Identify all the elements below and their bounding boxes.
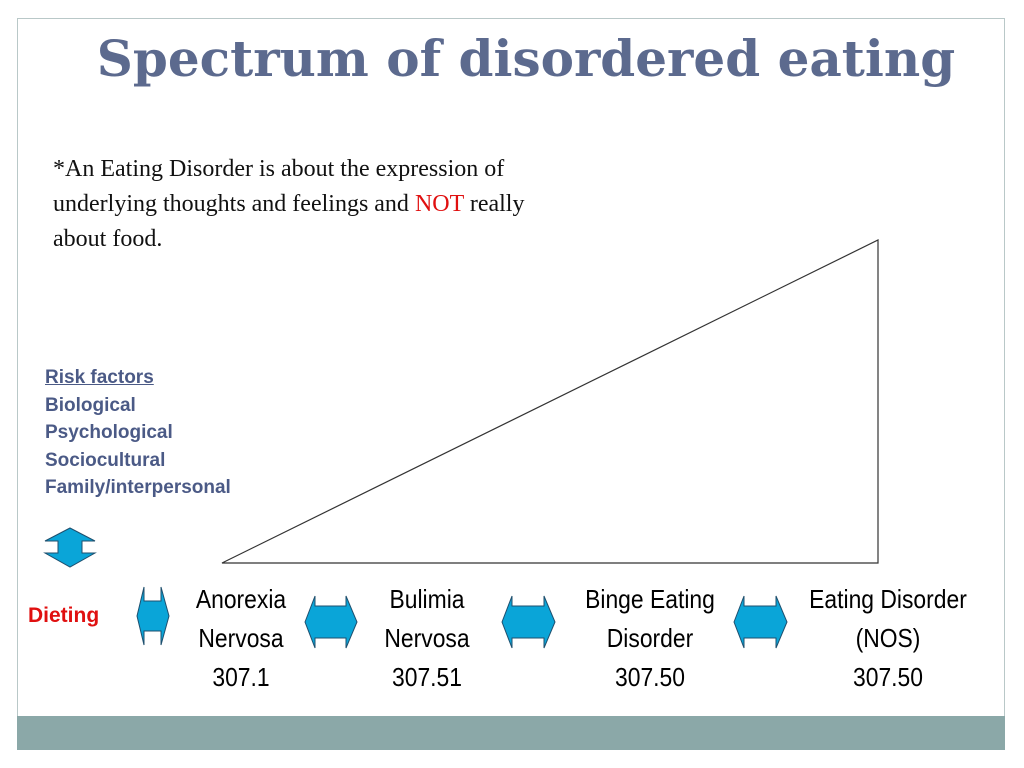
risk-factor-psychological: Psychological (45, 422, 173, 443)
category-binge-eating-disorder: Binge Eating Disorder 307.50 (566, 580, 733, 697)
dieting-label: Dieting (28, 604, 100, 627)
category-anorexia-nervosa: Anorexia Nervosa 307.1 (184, 580, 298, 697)
category-bulimia-nervosa: Bulimia Nervosa 307.51 (370, 580, 484, 697)
category-name-line2: (NOS) (855, 623, 921, 653)
category-name-line2: Disorder (606, 623, 694, 653)
category-code: 307.1 (212, 662, 270, 692)
category-code: 307.51 (392, 662, 462, 692)
double-arrow-icon-anorexia-bulimia (304, 595, 358, 649)
footer-bar (17, 716, 1005, 750)
double-arrow-icon-bulimia-binge (501, 595, 556, 649)
risk-factors-list: Risk factors Biological Psychological So… (45, 364, 231, 502)
double-arrow-icon-dieting-anorexia (136, 586, 170, 646)
category-name-line1: Anorexia (195, 584, 287, 614)
category-eating-disorder-nos: Eating Disorder (NOS) 307.50 (791, 580, 985, 697)
double-arrow-icon-binge-nos (733, 595, 788, 649)
horizontal-double-arrow-icons (136, 586, 788, 649)
category-code: 307.50 (615, 662, 685, 692)
category-name-line1: Eating Disorder (809, 584, 967, 614)
category-name-line2: Nervosa (384, 623, 470, 653)
note-text-end: really about food. (53, 191, 525, 252)
category-name-line1: Binge Eating (585, 584, 715, 614)
risk-factors-heading: Risk factors (45, 367, 154, 388)
vertical-double-arrow-icon (43, 527, 97, 568)
risk-factor-family-interpersonal: Family/interpersonal (45, 477, 231, 498)
eating-disorder-note: *An Eating Disorder is about the express… (53, 152, 553, 257)
risk-factor-sociocultural: Sociocultural (45, 449, 166, 471)
risk-factor-biological: Biological (45, 394, 136, 416)
severity-triangle (221, 239, 879, 564)
slide-title: Spectrum of disordered eating (96, 29, 956, 88)
note-text-start: *An Eating Disorder is about the express… (53, 156, 505, 217)
category-code: 307.50 (853, 662, 923, 692)
note-highlight-not: NOT (414, 191, 464, 217)
category-name-line2: Nervosa (198, 623, 284, 653)
category-name-line1: Bulimia (389, 584, 465, 614)
